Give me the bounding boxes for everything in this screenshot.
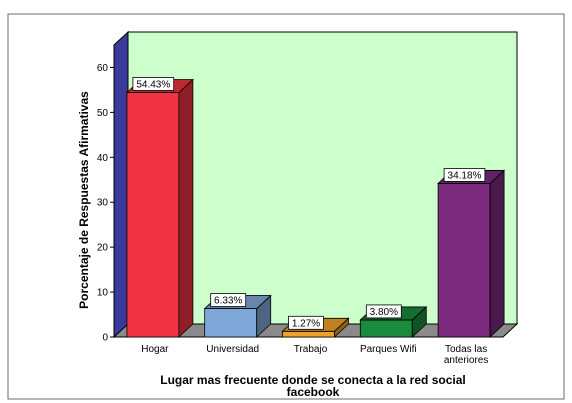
category-label: Parques Wifi xyxy=(360,344,417,355)
data-label: 1.27% xyxy=(292,318,320,329)
bar-front xyxy=(126,92,180,338)
category-label: Todas las anteriores xyxy=(444,344,488,366)
data-label: 6.33% xyxy=(214,296,242,307)
x-axis-title-line-2: facebook xyxy=(287,385,340,399)
y-tick-label: 50 xyxy=(97,108,109,119)
bar-side xyxy=(489,169,505,338)
y-tick-label: 20 xyxy=(97,243,109,254)
category-label: Trabajo xyxy=(294,344,328,355)
data-label-box xyxy=(132,77,175,91)
data-label: 3.80% xyxy=(370,307,398,318)
bar xyxy=(125,78,194,338)
category-label: Hogar xyxy=(141,344,169,355)
data-label-box xyxy=(365,304,402,319)
bar-front xyxy=(204,308,258,338)
data-label-box xyxy=(288,315,324,330)
y-tick-label: 30 xyxy=(97,198,109,209)
y-axis-title: Porcentaje de Respuestas Afirmativas xyxy=(77,91,91,309)
data-label: 54.43% xyxy=(136,79,170,90)
data-label: 34.18% xyxy=(448,170,482,181)
bar-front xyxy=(282,330,335,338)
y-tick-label: 10 xyxy=(97,288,109,299)
bar xyxy=(437,169,506,338)
data-label-box xyxy=(443,168,486,182)
data-label-box xyxy=(210,293,247,307)
bar-side xyxy=(178,78,194,338)
y-tick-label: 40 xyxy=(97,153,109,164)
y-tick-label: 60 xyxy=(97,63,109,74)
category-label: Universidad xyxy=(206,344,259,355)
x-axis-title-line-1: Lugar mas frecuente donde se conecta a l… xyxy=(160,373,465,387)
bar-front xyxy=(359,319,413,338)
side-wall xyxy=(113,30,129,339)
bar-front xyxy=(437,183,491,338)
y-tick-label: 0 xyxy=(102,333,108,344)
